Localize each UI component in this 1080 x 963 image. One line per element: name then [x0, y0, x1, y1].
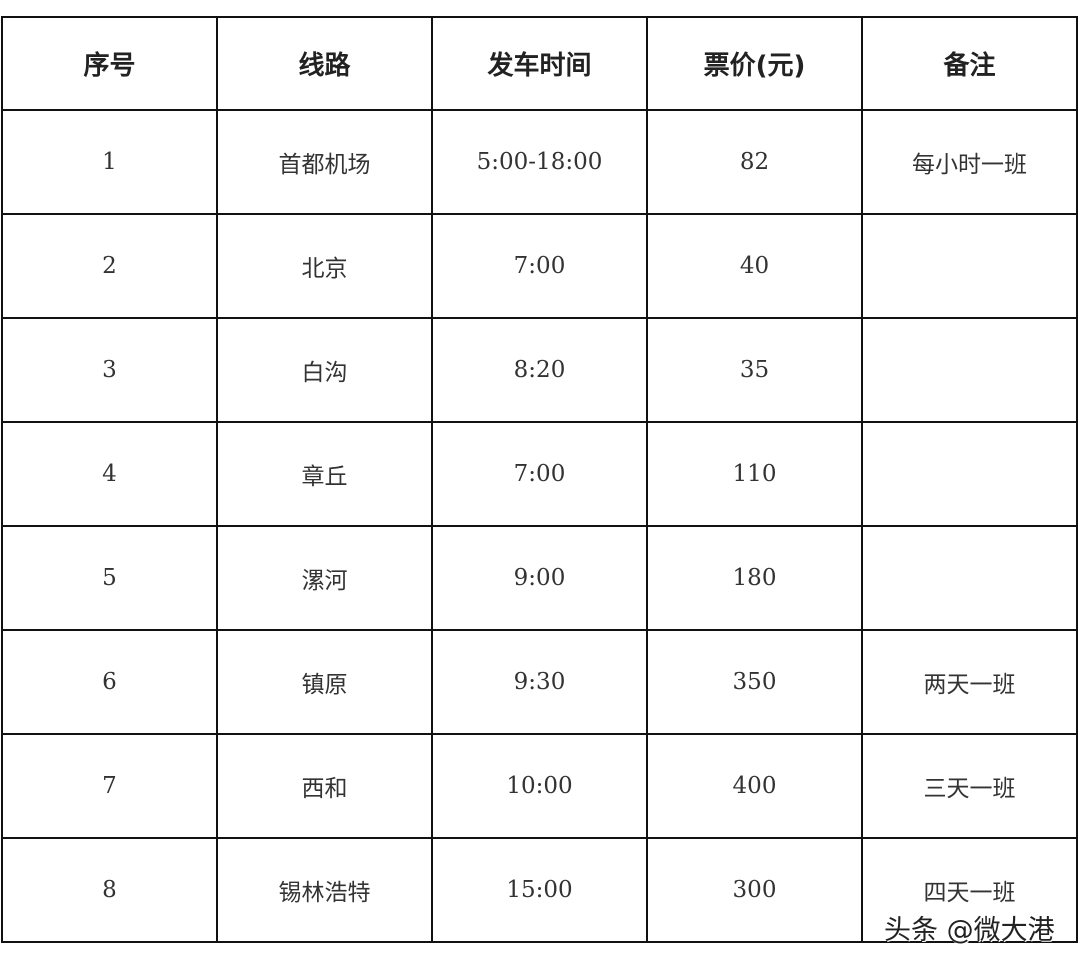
table-cell: 35 [646, 317, 863, 423]
table-cell: 7:00 [431, 213, 648, 319]
table-cell: 8 [1, 837, 218, 943]
column-header: 备注 [861, 16, 1078, 111]
table-cell: 3 [1, 317, 218, 423]
table-cell: 40 [646, 213, 863, 319]
table-cell: 两天一班 [861, 629, 1078, 735]
table-cell: 白沟 [216, 317, 433, 423]
column-header: 线路 [216, 16, 433, 111]
table-cell: 5 [1, 525, 218, 631]
table-cell: 110 [646, 421, 863, 527]
watermark: 头条 @微大港 [884, 915, 1055, 946]
table-cell: 镇原 [216, 629, 433, 735]
table-cell: 首都机场 [216, 109, 433, 215]
table-cell: 2 [1, 213, 218, 319]
table-cell: 7:00 [431, 421, 648, 527]
table-row: 1 首都机场 5:00-18:00 82 每小时一班 [1, 109, 1078, 215]
table-cell: 300 [646, 837, 863, 943]
table-cell: 锡林浩特 [216, 837, 433, 943]
column-header: 发车时间 [431, 16, 648, 111]
table-cell: 章丘 [216, 421, 433, 527]
table-cell: 350 [646, 629, 863, 735]
table-cell: 漯河 [216, 525, 433, 631]
table-cell: 82 [646, 109, 863, 215]
table-row: 4 章丘 7:00 110 [1, 421, 1078, 527]
table-row: 3 白沟 8:20 35 [1, 317, 1078, 423]
table-cell: 15:00 [431, 837, 648, 943]
table-row: 5 漯河 9:00 180 [1, 525, 1078, 631]
table-cell: 400 [646, 733, 863, 839]
table-cell: 北京 [216, 213, 433, 319]
table-cell: 9:30 [431, 629, 648, 735]
column-header: 序号 [1, 16, 218, 111]
table-cell: 180 [646, 525, 863, 631]
table-cell: 四天一班 [861, 837, 1078, 943]
table-row: 2 北京 7:00 40 [1, 213, 1078, 319]
table-row: 8 锡林浩特 15:00 300 四天一班 [1, 837, 1078, 943]
table-cell: 西和 [216, 733, 433, 839]
column-header: 票价(元) [646, 16, 863, 111]
table-cell [861, 421, 1078, 527]
table-cell: 9:00 [431, 525, 648, 631]
table-cell: 每小时一班 [861, 109, 1078, 215]
header-row: 序号 线路 发车时间 票价(元) 备注 [1, 16, 1078, 111]
table-cell: 7 [1, 733, 218, 839]
table-cell: 8:20 [431, 317, 648, 423]
table-cell: 10:00 [431, 733, 648, 839]
table-cell [861, 525, 1078, 631]
table-cell [861, 213, 1078, 319]
table-cell: 6 [1, 629, 218, 735]
table-row: 6 镇原 9:30 350 两天一班 [1, 629, 1078, 735]
bus-schedule-table: 序号 线路 发车时间 票价(元) 备注 1 首都机场 5:00-18:00 82 每小时一班 2 北… [1, 16, 1078, 943]
table-cell: 5:00-18:00 [431, 109, 648, 215]
table-cell: 三天一班 [861, 733, 1078, 839]
table-cell: 4 [1, 421, 218, 527]
table-row: 7 西和 10:00 400 三天一班 [1, 733, 1078, 839]
table-cell: 1 [1, 109, 218, 215]
table-cell [861, 317, 1078, 423]
